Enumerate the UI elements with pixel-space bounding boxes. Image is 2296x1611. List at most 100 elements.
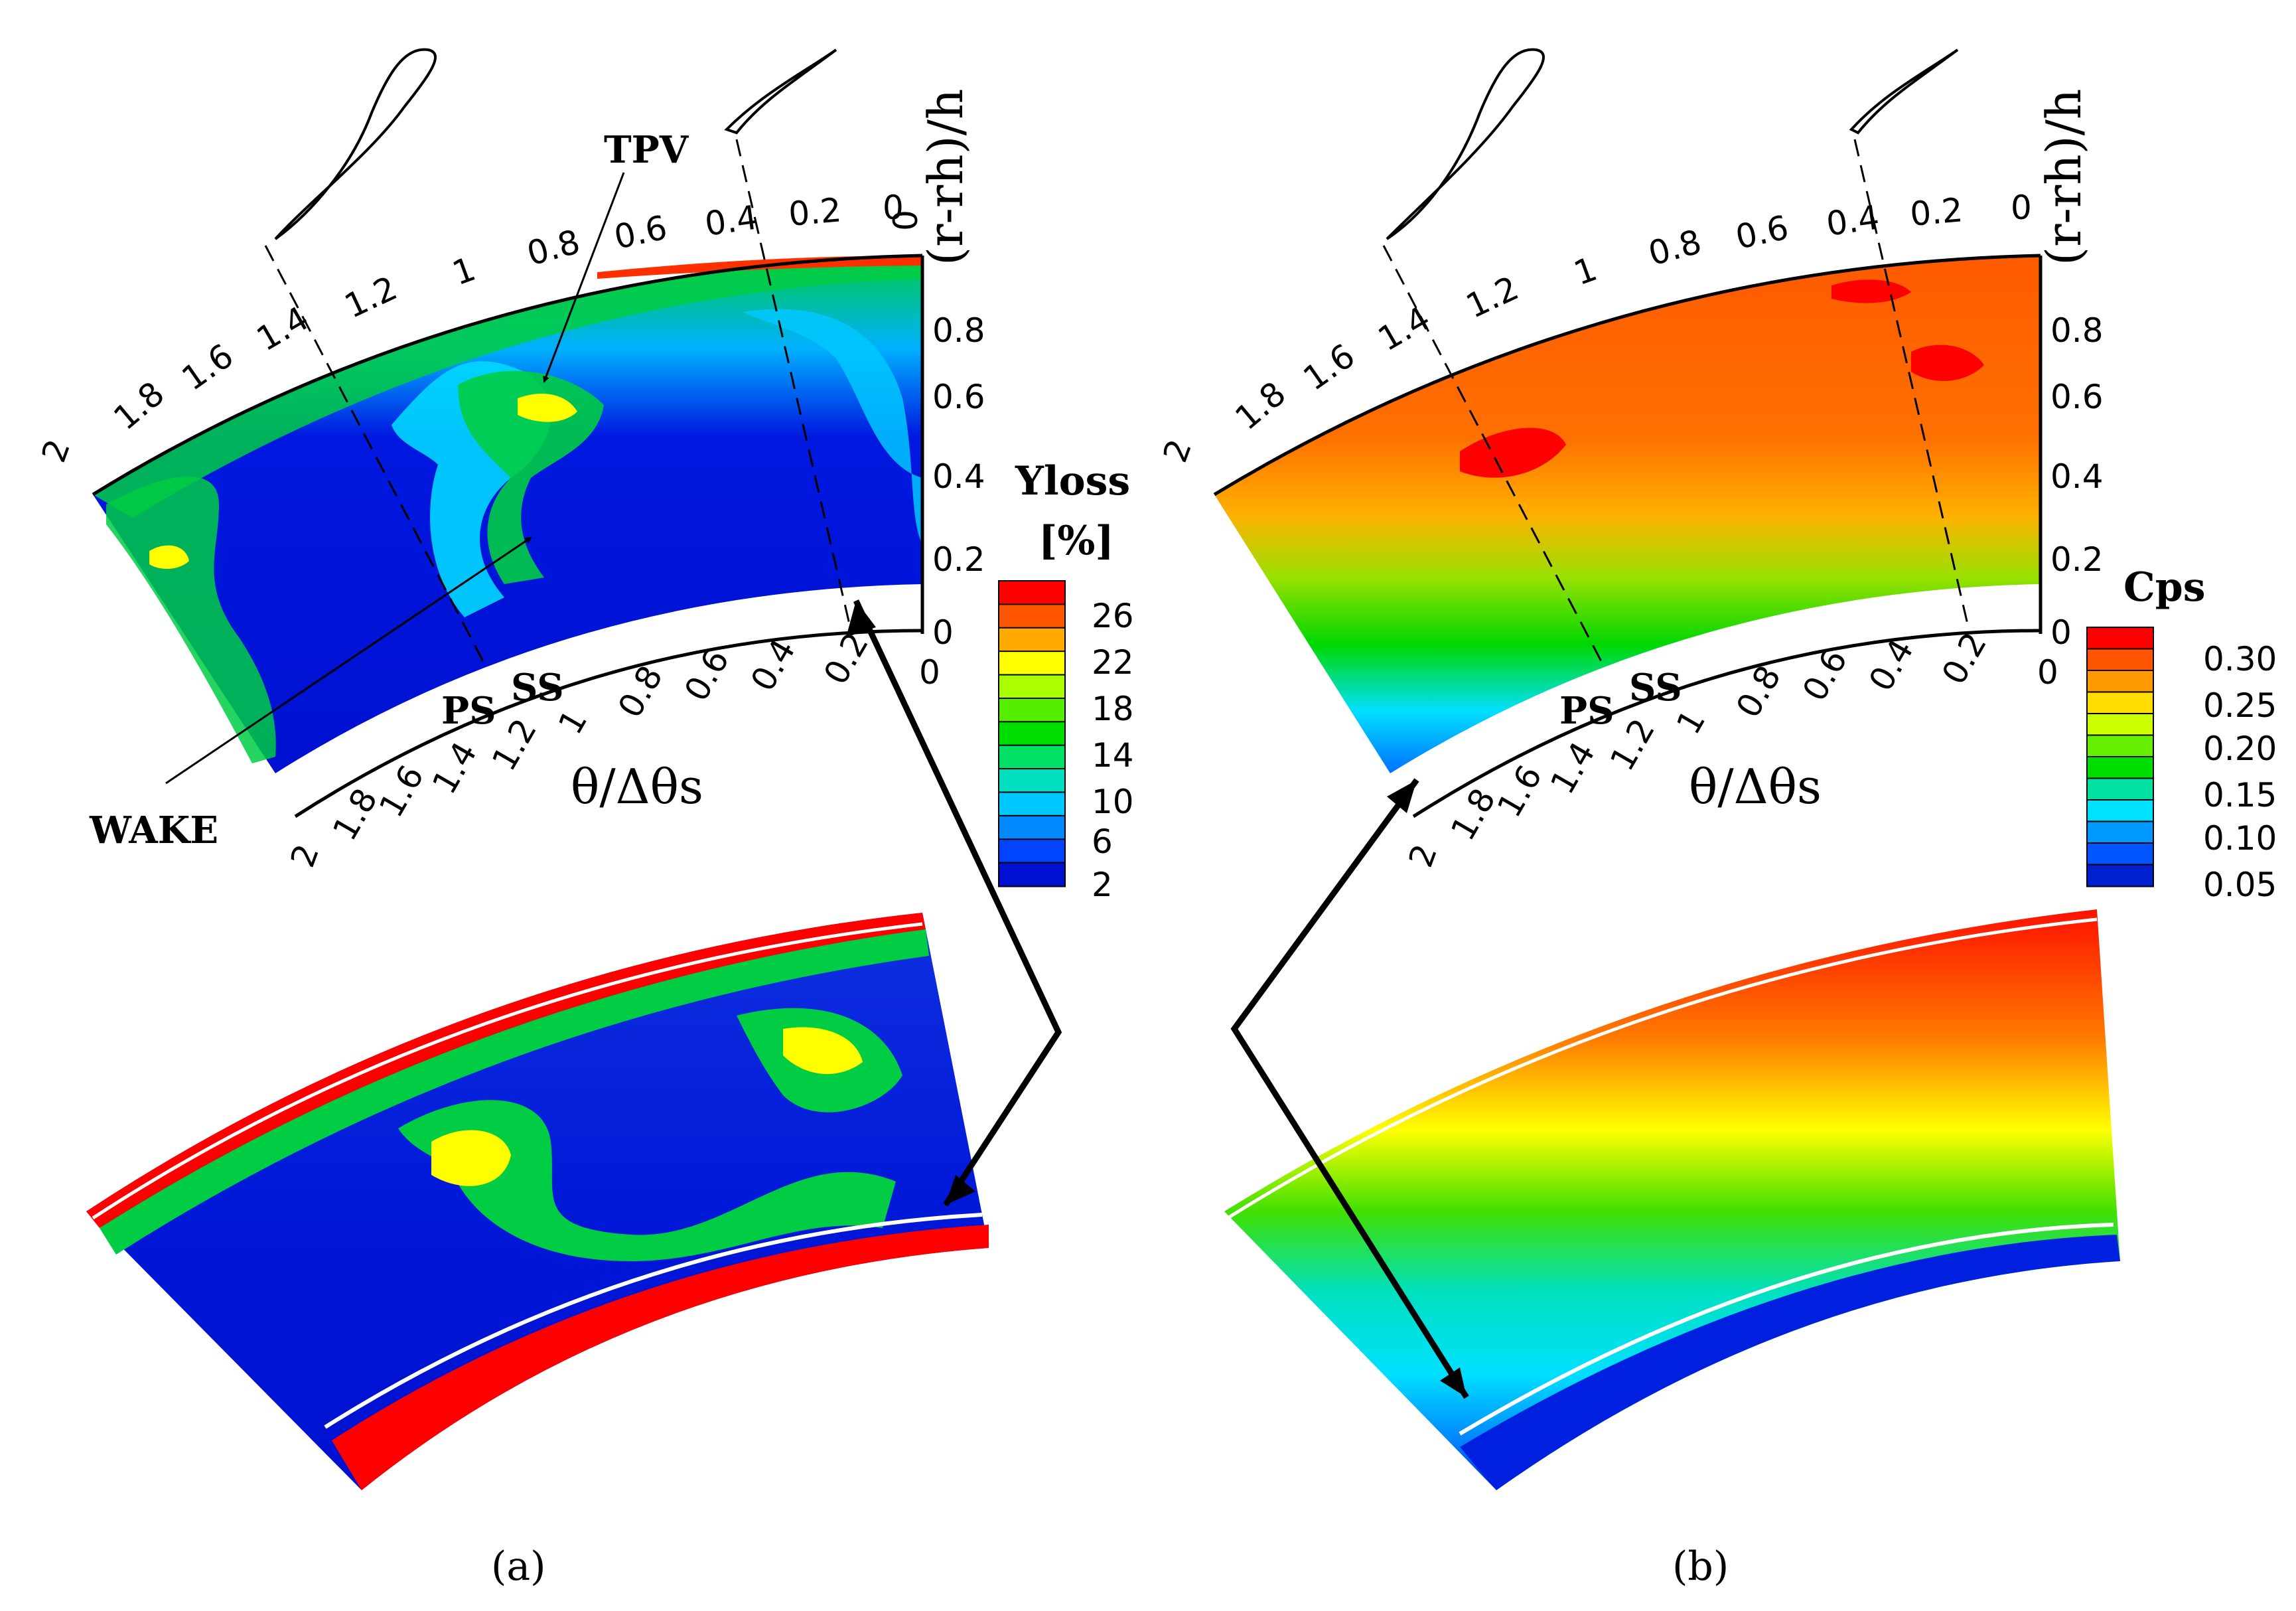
- pitch-tick-label: 1.6: [175, 337, 240, 398]
- legend-color-swatch: [998, 814, 1066, 840]
- pitch-tick-label: 0.4: [1824, 198, 1882, 244]
- pitch-tick-label: 0.6: [1795, 643, 1855, 708]
- radial-axis-title: (r-rh)/h: [918, 89, 973, 266]
- pitch-tick-label: 0: [2011, 189, 2032, 227]
- pitch-axis-title: θ/Δθs: [1689, 759, 1822, 814]
- pitch-tick-label: 2: [1156, 434, 1199, 467]
- legend-color-swatch: [998, 674, 1066, 700]
- blade-profile-b-1: [1386, 48, 1545, 240]
- legend-colorbar-a: [998, 580, 1066, 887]
- pitch-tick-label: 1.2: [339, 269, 403, 326]
- caption-b: (b): [1672, 1543, 1729, 1590]
- cps-hub-blue: [1460, 1235, 2120, 1490]
- pitch-tick-label: 0.2: [1908, 191, 1964, 234]
- radial-tick-label: 0.4: [2050, 457, 2104, 496]
- legend-a: Yloss [%] 26 22 18 14 10 6 2: [998, 458, 1134, 904]
- radial-tick-label: 0.2: [2050, 540, 2104, 579]
- pitch-tick-label: 0.6: [610, 208, 670, 256]
- radial-tick-label: 0.8: [932, 311, 985, 350]
- annotation-wake: WAKE: [89, 808, 218, 852]
- legend-color-swatch: [2086, 820, 2154, 844]
- blade-profile-a-2: [724, 48, 837, 135]
- cps-hub-white-line: [1459, 1223, 2114, 1436]
- cfd-passage-green: [398, 1100, 896, 1261]
- legend-title: [%]: [1039, 518, 1114, 564]
- pitch-tick-label: 1.4: [250, 299, 315, 358]
- pitch-tick-label: 0.4: [703, 198, 760, 244]
- yloss-mid-green: [743, 309, 922, 544]
- annotation-ss: SS: [1629, 666, 1682, 710]
- annotation-ps: PS: [441, 689, 496, 733]
- legend-tick: 14: [1092, 736, 1134, 775]
- blade-line-a-2: [735, 139, 851, 625]
- legend-color-swatch: [2086, 799, 2154, 822]
- legend-color-swatch: [2086, 670, 2154, 693]
- pitch-tick-label: 0: [883, 189, 904, 227]
- caption-a: (a): [491, 1543, 546, 1590]
- link-arrow-a-head-bottom: [946, 1175, 975, 1205]
- radial-ticks-b: 0.8 0.6 0.4 0.2 0 (r-rh)/h: [2036, 89, 2104, 652]
- legend-color-swatch: [998, 791, 1066, 817]
- legend-color-swatch: [998, 721, 1066, 747]
- tpv-leader: [543, 172, 625, 383]
- legend-color-swatch: [998, 651, 1066, 676]
- pitch-tick-label: 1.6: [1297, 337, 1362, 398]
- legend-color-swatch: [998, 580, 1066, 605]
- upper-pitch-axis-b: [1213, 254, 2041, 497]
- lower-pitch-axis-a: [294, 629, 923, 818]
- radial-tick-label: 0.4: [932, 457, 985, 496]
- radial-tick-label: 0: [932, 613, 954, 652]
- yloss-tpv-region: [458, 370, 604, 584]
- link-arrow-a: [853, 599, 1062, 1207]
- legend-tick: 0.20: [2203, 729, 2277, 768]
- pitch-tick-label: 1.6: [1490, 759, 1549, 824]
- cfd-hub-red: [332, 1225, 989, 1490]
- pitch-tick-label: 0.2: [787, 191, 843, 234]
- pitch-tick-label: 1.8: [1228, 374, 1293, 438]
- legend-tick: 0.10: [2203, 819, 2277, 858]
- panel-a: 0 0.8 0.6 0.4 0.2 0 (r-rh)/h 2 1.8 1.6 1…: [35, 48, 1134, 1590]
- blade-profile-b-2: [1849, 48, 1959, 135]
- legend-colorbar-b: [2086, 627, 2154, 887]
- legend-title: Yloss: [1015, 458, 1130, 504]
- legend-tick: 10: [1092, 783, 1134, 821]
- pitch-tick-label: 0.6: [1732, 208, 1792, 256]
- blade-line-b-2: [1853, 139, 1969, 625]
- legend-color-swatch: [998, 744, 1066, 770]
- radial-tick-label: 0: [887, 210, 925, 231]
- legend-color-swatch: [2086, 864, 2154, 887]
- legend-color-swatch: [998, 768, 1066, 793]
- cps-red-core-2: [1911, 345, 1984, 381]
- pitch-tick-label: 1.2: [1461, 269, 1525, 326]
- panel-b: 0.8 0.6 0.4 0.2 0 (r-rh)/h 2 1.8 1.6 1.4…: [1156, 48, 2277, 1590]
- wake-leader: [165, 536, 532, 785]
- legend-color-swatch: [2086, 756, 2154, 779]
- pitch-tick-label: 1: [447, 250, 480, 293]
- blade-profile-a-1: [274, 48, 437, 240]
- pitch-tick-label: 1.6: [372, 759, 431, 824]
- link-arrow-b-head-top: [1387, 780, 1417, 813]
- legend-color-swatch: [2086, 648, 2154, 672]
- legend-color-swatch: [2086, 842, 2154, 866]
- radial-tick-label: 0.6: [2050, 378, 2104, 416]
- legend-color-swatch: [2086, 777, 2154, 801]
- pitch-tick-label: 0.8: [523, 222, 584, 273]
- link-arrow-b: [1230, 778, 1469, 1399]
- upper-pitch-axis-a: [92, 254, 923, 497]
- pitch-tick-label: 2: [35, 434, 78, 467]
- legend-b: Cps 0.30 0.25 0.20 0.15 0.10 0.05: [2086, 564, 2277, 904]
- pitch-tick-label: 0: [2037, 653, 2058, 692]
- lower-pitch-axis-b: [1412, 629, 2041, 818]
- radial-axis-title: (r-rh)/h: [2036, 89, 2092, 266]
- legend-color-swatch: [2086, 691, 2154, 715]
- yloss-left-green: [106, 477, 276, 763]
- cfd-passage-yellow-1: [431, 1130, 511, 1186]
- cfd-tip-white-line: [92, 922, 923, 1220]
- radial-tick-label: 0.2: [932, 540, 985, 579]
- legend-color-swatch: [998, 862, 1066, 887]
- cfd-hub-white-line: [324, 1213, 983, 1429]
- radial-ticks-a: 0 0.8 0.6 0.4 0.2 0 (r-rh)/h: [887, 89, 985, 652]
- legend-title: Cps: [2123, 564, 2206, 611]
- pitch-tick-label: 2: [283, 839, 326, 872]
- cfd-passage-yellow-2: [783, 1027, 863, 1075]
